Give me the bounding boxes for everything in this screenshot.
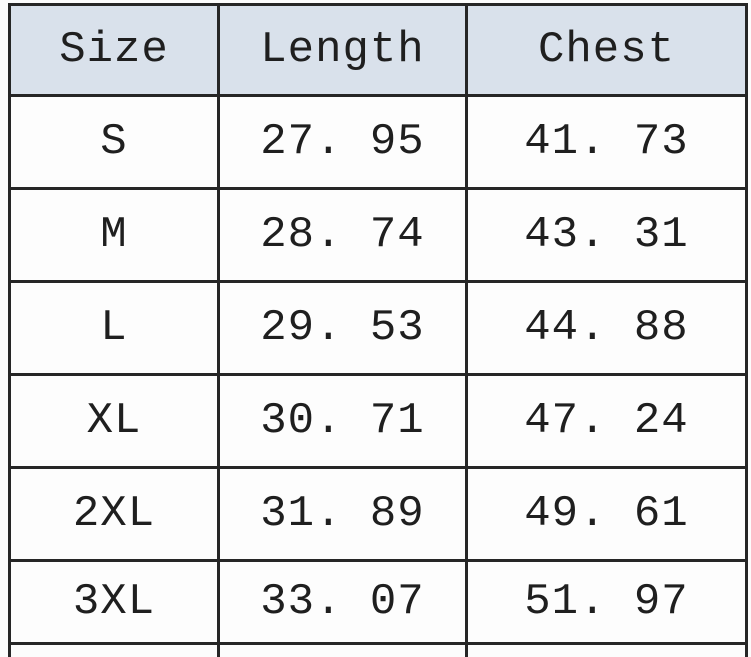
cell-length: [217, 642, 468, 657]
table-row-xl: XL 30. 71 47. 24: [8, 373, 748, 469]
cell-size: L: [8, 280, 220, 376]
column-header-size: Size: [8, 3, 220, 97]
cell-size: XL: [8, 373, 220, 469]
cell-length: 28. 74: [217, 187, 468, 283]
cell-chest: 47. 24: [465, 373, 748, 469]
table-row-3xl: 3XL 33. 07 51. 97: [8, 559, 748, 645]
column-header-length: Length: [217, 3, 468, 97]
table-row-s: S 27. 95 41. 73: [8, 94, 748, 190]
cell-chest: 49. 61: [465, 466, 748, 562]
table-row-2xl: 2XL 31. 89 49. 61: [8, 466, 748, 562]
cell-length: 29. 53: [217, 280, 468, 376]
cell-chest: 41. 73: [465, 94, 748, 190]
cell-size: M: [8, 187, 220, 283]
size-chart-table: Size Length Chest S 27. 95 41. 73 M 28. …: [8, 3, 748, 657]
cell-size: 3XL: [8, 559, 220, 645]
cell-length: 27. 95: [217, 94, 468, 190]
cell-length: 30. 71: [217, 373, 468, 469]
cell-length: 31. 89: [217, 466, 468, 562]
cropped-next-row: [8, 642, 748, 657]
cell-size: 2XL: [8, 466, 220, 562]
column-header-chest: Chest: [465, 3, 748, 97]
cell-chest: [465, 642, 748, 657]
cell-size: [8, 642, 220, 657]
table-row-m: M 28. 74 43. 31: [8, 187, 748, 283]
cell-chest: 51. 97: [465, 559, 748, 645]
table-row-l: L 29. 53 44. 88: [8, 280, 748, 376]
cell-size: S: [8, 94, 220, 190]
cell-chest: 43. 31: [465, 187, 748, 283]
cell-chest: 44. 88: [465, 280, 748, 376]
cell-length: 33. 07: [217, 559, 468, 645]
header-row: Size Length Chest: [8, 3, 748, 97]
